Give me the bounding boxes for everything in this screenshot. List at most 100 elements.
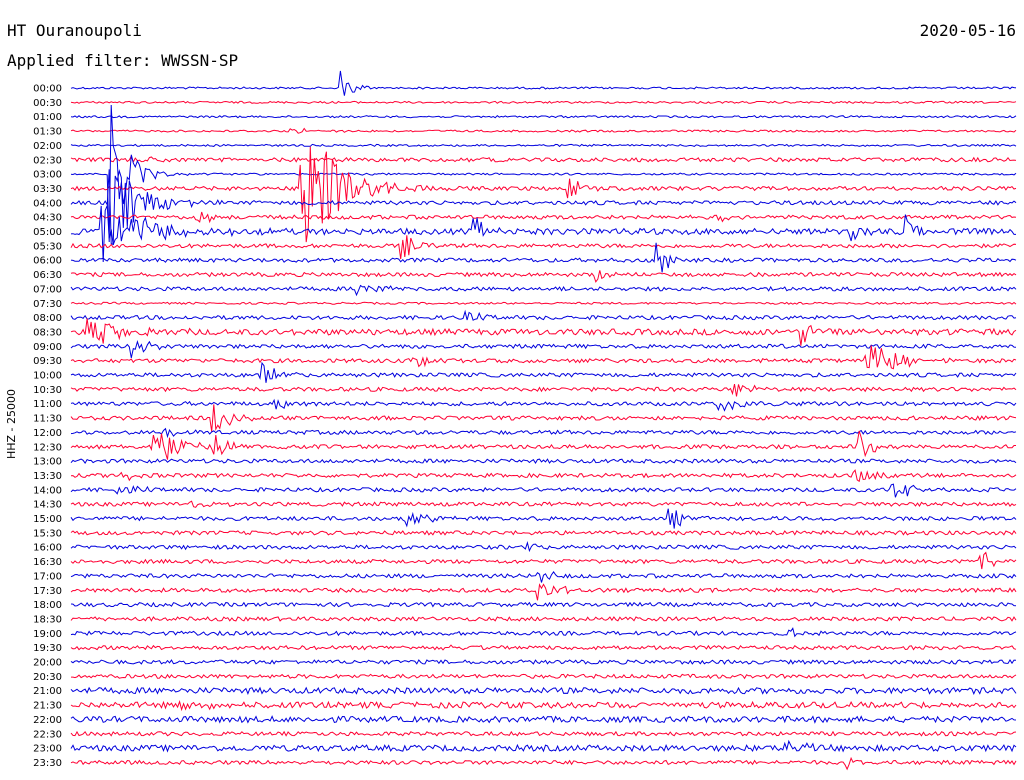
- trace-row: [70, 601, 1017, 608]
- trace-row: [70, 529, 1017, 536]
- filter-label: Applied filter: WWSSN-SP: [7, 51, 238, 70]
- row-time-label: 13:00: [33, 457, 62, 468]
- trace-row: [70, 284, 1017, 297]
- trace-row: [70, 339, 1017, 359]
- row-time-label: 02:00: [33, 141, 62, 152]
- trace-row: [70, 627, 1017, 638]
- trace-row: [70, 301, 1017, 305]
- row-time-label: 16:00: [33, 543, 62, 554]
- trace-row: [70, 242, 1017, 273]
- row-time-label: 17:00: [33, 571, 62, 582]
- row-time-label: 19:30: [33, 643, 62, 654]
- trace-row: [70, 616, 1017, 622]
- row-time-label: 05:00: [33, 227, 62, 238]
- trace-row: [70, 756, 1017, 771]
- trace-row: [70, 483, 1017, 498]
- row-time-label: 03:00: [33, 170, 62, 181]
- row-time-label: 01:30: [33, 127, 62, 138]
- row-time-label: 23:00: [33, 744, 62, 755]
- trace-row: [70, 583, 1017, 601]
- row-time-label: 08:30: [33, 327, 62, 338]
- trace-row: [70, 383, 1017, 397]
- trace-row: [70, 154, 1017, 164]
- trace-row: [70, 571, 1017, 583]
- date-label: 2020-05-16: [920, 21, 1016, 40]
- trace-row: [70, 127, 1017, 134]
- trace-row: [70, 700, 1017, 712]
- row-time-label: 14:30: [33, 500, 62, 511]
- row-time-label: 02:30: [33, 155, 62, 166]
- row-time-label: 12:00: [33, 428, 62, 439]
- row-time-label: 15:30: [33, 528, 62, 539]
- row-time-label: 14:00: [33, 485, 62, 496]
- trace-row: [70, 551, 1017, 570]
- row-time-label: 09:30: [33, 356, 62, 367]
- row-time-label: 23:30: [33, 758, 62, 769]
- y-axis-label: HHZ - 25000: [5, 389, 18, 459]
- row-time-label: 11:30: [33, 414, 62, 425]
- trace-row: [70, 318, 1017, 346]
- row-time-label: 13:30: [33, 471, 62, 482]
- trace-row: [70, 730, 1017, 737]
- trace-row: [70, 739, 1017, 753]
- trace-row: [70, 644, 1017, 651]
- row-time-label: 01:00: [33, 112, 62, 123]
- trace-row: [70, 205, 1016, 263]
- trace-row: [70, 104, 1017, 243]
- row-time-label: 17:30: [33, 586, 62, 597]
- row-time-label: 18:00: [33, 600, 62, 611]
- row-time-label: 16:30: [33, 557, 62, 568]
- trace-row: [70, 508, 1017, 529]
- row-time-label: 11:00: [33, 399, 62, 410]
- trace-row: [70, 500, 1017, 508]
- row-time-label: 19:00: [33, 629, 62, 640]
- row-time-label: 12:30: [33, 442, 62, 453]
- trace-row: [70, 398, 1017, 412]
- row-time-label: 18:30: [33, 614, 62, 625]
- row-time-label: 04:30: [33, 213, 62, 224]
- trace-row: [70, 715, 1017, 724]
- trace-row: [70, 458, 1017, 465]
- row-time-label: 00:30: [33, 98, 62, 109]
- row-time-label: 06:00: [33, 256, 62, 267]
- row-time-label: 07:30: [33, 299, 62, 310]
- trace-row: [71, 673, 1017, 680]
- row-time-label: 21:00: [33, 686, 62, 697]
- trace-row: [70, 430, 1016, 460]
- trace-row: [70, 115, 1017, 119]
- trace-row: [70, 659, 1017, 665]
- row-time-label: 07:00: [33, 284, 62, 295]
- trace-row: [70, 309, 1017, 321]
- row-time-label: 05:30: [33, 241, 62, 252]
- trace-row: [70, 211, 1017, 224]
- row-time-label: 15:00: [33, 514, 62, 525]
- row-time-label: 21:30: [33, 701, 62, 712]
- row-time-label: 10:00: [33, 371, 62, 382]
- trace-row: [70, 427, 1017, 439]
- trace-row: [70, 169, 1017, 246]
- row-time-label: 08:00: [33, 313, 62, 324]
- row-time-label: 22:00: [33, 715, 62, 726]
- trace-row: [70, 100, 1017, 104]
- trace-row: [70, 146, 1017, 243]
- station-title: HT Ouranoupoli: [7, 21, 142, 40]
- trace-row: [70, 143, 1017, 148]
- trace-row: [70, 345, 1017, 370]
- row-time-label: 00:00: [33, 84, 62, 95]
- row-time-label: 06:30: [33, 270, 62, 281]
- row-time-label: 04:00: [33, 198, 62, 209]
- row-time-label: 22:30: [33, 729, 62, 740]
- trace-row: [70, 540, 1017, 553]
- trace-row: [70, 270, 1017, 283]
- trace-row: [70, 469, 1017, 483]
- trace-row: [70, 70, 1017, 96]
- row-time-label: 20:00: [33, 658, 62, 669]
- trace-row: [70, 404, 1017, 432]
- trace-row: [70, 235, 1017, 260]
- time-tick-labels: 00:00 00:30 01:00 01:30 02:00 02:30 03:00 03:30…: [33, 84, 62, 769]
- seismogram-traces: [70, 70, 1017, 771]
- row-time-label: 20:30: [33, 672, 62, 683]
- trace-row: [70, 686, 1017, 695]
- row-time-label: 09:00: [33, 342, 62, 353]
